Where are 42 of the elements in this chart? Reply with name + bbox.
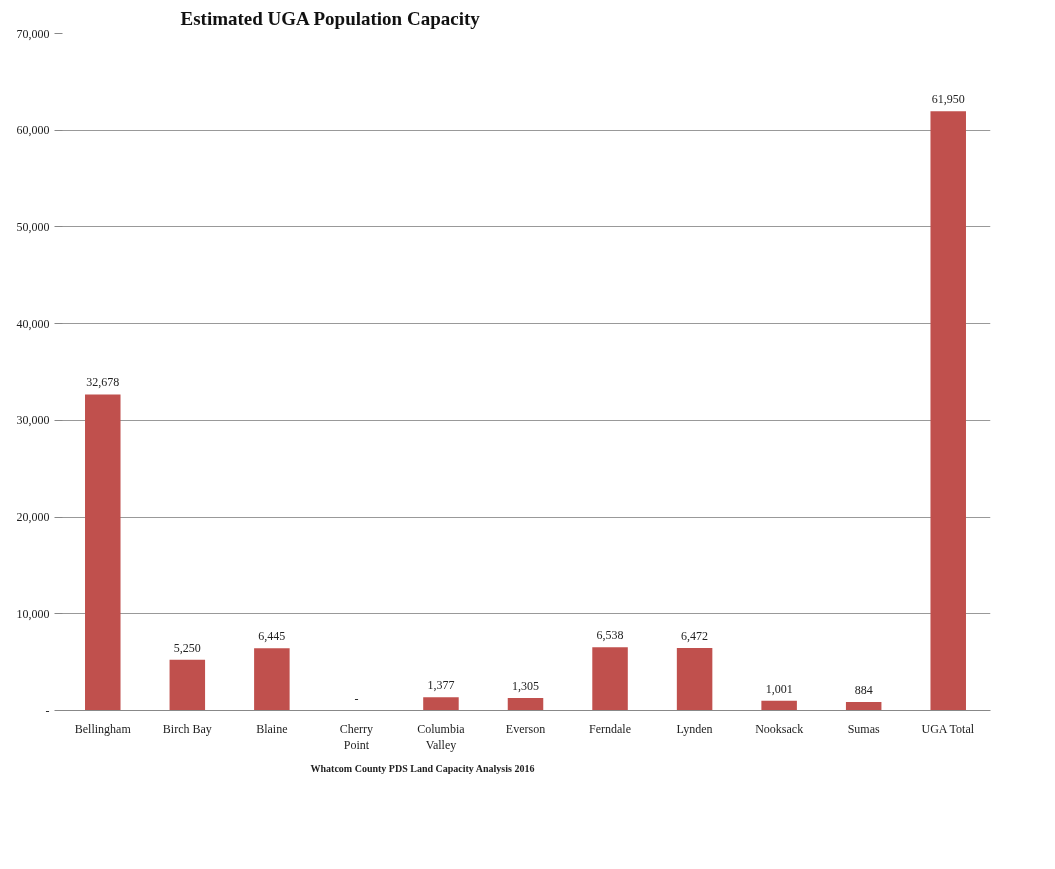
bar [507, 697, 544, 711]
bar [592, 647, 628, 711]
bar [930, 111, 966, 711]
y-tick-label: 70,000 [16, 26, 50, 41]
x-tick-label: Bellingham [74, 721, 132, 736]
bar [423, 697, 459, 711]
x-tick-label: Blaine [256, 721, 288, 736]
x-tick-label: Nooksack [755, 721, 804, 736]
data-label: 884 [854, 682, 873, 697]
data-label: 5,250 [173, 640, 201, 655]
chart-title: Estimated UGA Population Capacity [180, 7, 481, 29]
x-tick-label: Ferndale [589, 721, 632, 736]
bar [169, 659, 206, 711]
y-tick-label: 60,000 [16, 123, 50, 138]
bar [761, 700, 797, 711]
x-tick-label: Sumas [847, 721, 881, 736]
data-label: 1,305 [512, 678, 539, 693]
x-tick-label: Columbia Valley [417, 721, 466, 753]
y-tick-label: 50,000 [16, 219, 50, 234]
data-label: 61,950 [931, 92, 965, 107]
y-tick-label: 20,000 [16, 510, 50, 525]
data-label: 6,472 [681, 628, 709, 643]
y-tick-label: 40,000 [16, 316, 50, 331]
y-tick-label: 30,000 [16, 413, 50, 428]
data-label: 6,445 [258, 629, 286, 644]
text: Whatcom County PDS Land Capacity Analysis 2016 [310, 762, 535, 774]
bar [845, 701, 882, 711]
data-label: - [354, 691, 359, 706]
data-label: 32,678 [86, 375, 120, 390]
y-tick-label: - [45, 703, 50, 718]
bar [676, 647, 713, 711]
y-tick-label: 10,000 [16, 606, 50, 621]
data-label: 1,001 [765, 681, 793, 696]
x-tick-label: Lynden [676, 721, 713, 736]
data-label: 1,377 [427, 678, 455, 693]
x-tick-label: UGA Total [921, 721, 975, 736]
x-tick-label: Birch Bay [162, 721, 212, 736]
x-tick-label: Everson [505, 721, 546, 736]
data-label: 6,538 [596, 628, 624, 643]
bar [85, 394, 121, 711]
x-tick-label: Cherry Point [339, 721, 374, 753]
bar [254, 648, 290, 711]
